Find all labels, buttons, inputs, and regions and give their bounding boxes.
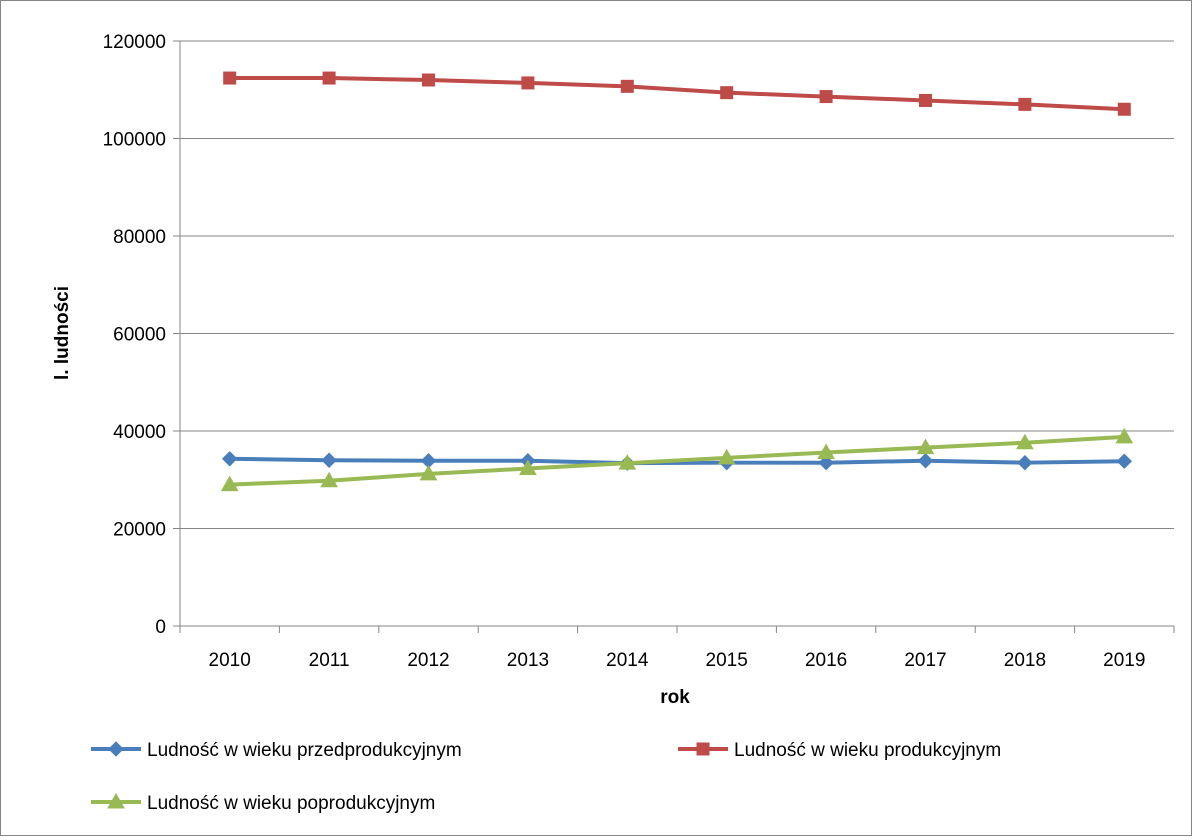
data-point (1116, 453, 1133, 469)
data-point (618, 454, 637, 470)
x-axis-label: rok (660, 687, 690, 708)
data-point (1115, 427, 1134, 444)
x-tick-label: 2012 (407, 650, 449, 671)
legend-item: Ludność w wieku poprodukcyjnym (91, 792, 435, 814)
series-2 (223, 71, 1131, 116)
x-tick-labels: 2010 2011 2012 2013 2014 2015 2016 2017 2018 2019 (209, 650, 1146, 671)
y-tick-label: 40000 (113, 422, 166, 443)
data-point (819, 90, 833, 104)
y-tick-labels: 0 20000 40000 60000 80000 100000 120000 (103, 32, 166, 638)
legend-item: Ludność w wieku produkcyjnym (678, 740, 1001, 761)
data-point (916, 438, 935, 455)
y-tick-label: 120000 (103, 32, 166, 53)
legend-marker (108, 741, 124, 757)
data-point (717, 448, 736, 465)
y-tick-label: 0 (155, 617, 166, 638)
data-point (1117, 102, 1131, 116)
data-point (320, 471, 338, 488)
data-point (422, 73, 435, 87)
legend: Ludność w wieku przedprodukcyjnym Ludność… (91, 740, 1001, 814)
data-point (321, 452, 337, 468)
series-line (227, 76, 1127, 112)
data-point (220, 475, 239, 492)
x-tick-label: 2013 (507, 650, 549, 671)
gridlines (180, 40, 1174, 529)
data-point (720, 86, 734, 100)
x-tick-label: 2016 (805, 650, 847, 671)
data-point (221, 451, 238, 467)
data-point (322, 71, 336, 85)
x-tick-label: 2015 (706, 650, 748, 671)
data-point (1018, 97, 1032, 111)
series-lines (220, 71, 1134, 492)
x-tick-label: 2019 (1103, 650, 1145, 671)
data-point (1017, 454, 1033, 471)
data-point (818, 454, 834, 471)
data-point (1016, 433, 1034, 450)
legend-marker (107, 792, 125, 809)
x-tick-label: 2017 (904, 650, 946, 671)
x-tick-label: 2010 (209, 650, 251, 671)
data-point (919, 93, 932, 107)
x-tick-label: 2018 (1004, 650, 1046, 671)
x-tick-label: 2014 (606, 650, 649, 671)
legend-label: Ludność w wieku poprodukcyjnym (147, 793, 435, 814)
x-tick-label: 2011 (309, 650, 350, 671)
data-point (519, 459, 537, 476)
legend-label: Ludność w wieku produkcyjnym (734, 740, 1001, 761)
y-tick-label: 100000 (103, 130, 166, 151)
data-point (521, 76, 535, 90)
y-tick-label: 80000 (113, 227, 166, 248)
y-tick-label: 20000 (113, 520, 166, 541)
y-tick-label: 60000 (113, 325, 166, 346)
data-point (620, 79, 634, 93)
series-line (227, 434, 1127, 487)
data-point (817, 443, 835, 459)
axes (173, 40, 1175, 633)
series-3 (220, 427, 1134, 492)
data-point (419, 464, 438, 481)
legend-label: Ludność w wieku przedprodukcyjnym (147, 740, 462, 761)
y-axis-label: l. ludności (52, 286, 73, 380)
series-line (227, 456, 1127, 466)
data-point (917, 453, 934, 469)
legend-item: Ludność w wieku przedprodukcyjnym (91, 740, 462, 761)
data-point (223, 71, 237, 85)
legend-marker (696, 742, 710, 756)
